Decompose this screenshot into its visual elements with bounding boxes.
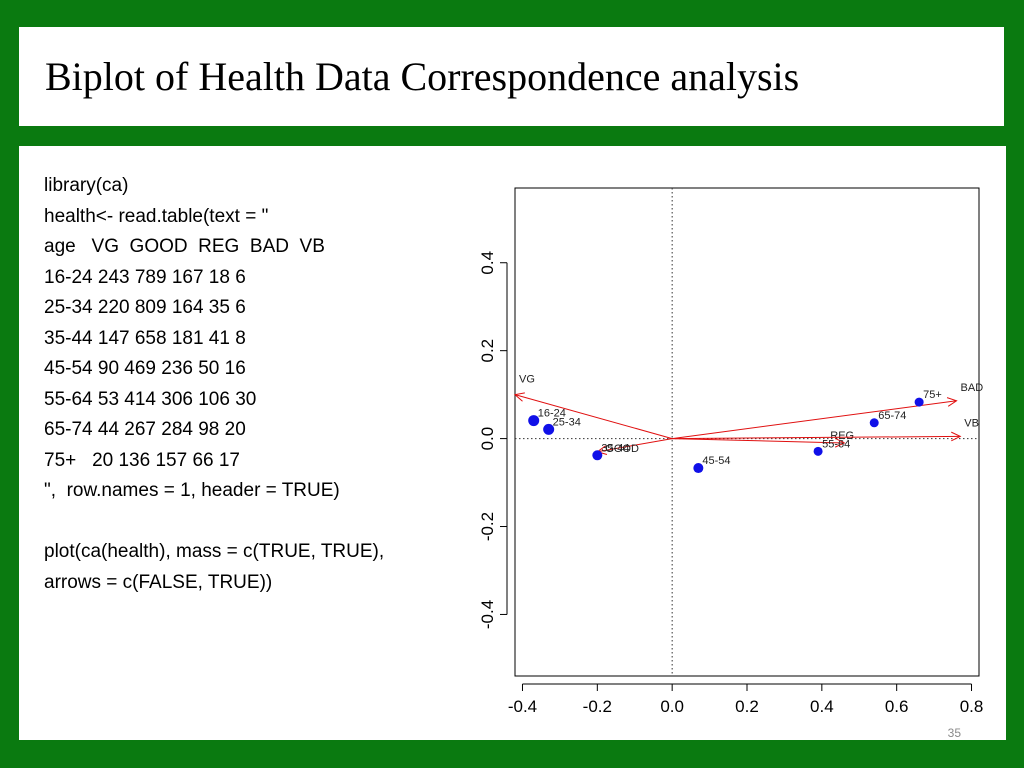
row-point	[592, 450, 603, 461]
slide-title: Biplot of Health Data Correspondence ana…	[45, 54, 800, 99]
code-line: 35-44 147 658 181 41 8	[44, 327, 246, 349]
row-point	[528, 415, 540, 427]
code-line: health<- read.table(text = "	[44, 205, 269, 227]
column-label: VG	[519, 374, 535, 386]
x-tick-label: 0.0	[660, 697, 684, 716]
row-point	[543, 423, 555, 435]
code-line: plot(ca(health), mass = c(TRUE, TRUE),	[44, 541, 385, 562]
column-label: BAD	[961, 382, 984, 394]
row-label: 55-64	[822, 438, 850, 450]
code-line: 65-74 44 267 284 98 20	[44, 419, 246, 440]
code-line	[44, 507, 384, 538]
row-label: 35-44	[601, 442, 629, 454]
code-line: 75+ 20 136 157 66 17	[44, 449, 240, 471]
x-tick-label: 0.4	[810, 697, 834, 716]
x-tick-label: -0.2	[583, 697, 612, 716]
y-tick-label: -0.4	[478, 600, 497, 629]
slide-number: 35	[947, 726, 961, 740]
column-arrow-head	[513, 392, 525, 402]
column-arrow-head	[951, 431, 962, 442]
column-arrow	[672, 400, 957, 440]
row-label: 65-74	[878, 410, 906, 422]
column-label: VB	[964, 417, 979, 429]
row-point	[869, 418, 879, 428]
x-tick-label: 0.8	[960, 697, 984, 716]
x-tick-label: -0.4	[508, 697, 537, 716]
row-point	[914, 397, 924, 407]
code-block: library(ca) health<- read.table(text = " a…	[44, 171, 384, 598]
row-label: 25-34	[553, 416, 581, 428]
y-tick-label: 0.2	[478, 339, 497, 363]
code-line: age VG GOOD REG BAD VB	[44, 236, 325, 257]
y-tick-label: 0.4	[478, 251, 497, 275]
column-arrow	[597, 438, 673, 453]
column-arrow-head	[946, 397, 958, 407]
y-tick-label: -0.2	[478, 512, 497, 541]
code-line: library(ca)	[44, 175, 129, 196]
x-tick-label: 0.2	[735, 697, 759, 716]
column-arrow-head	[834, 437, 846, 448]
column-label: GOOD	[605, 443, 639, 455]
content-panel: library(ca) health<- read.table(text = " a…	[19, 146, 1006, 740]
column-arrow	[672, 435, 961, 440]
column-arrow	[672, 438, 845, 444]
x-tick-label: 0.6	[885, 697, 909, 716]
code-line: 16-24 243 789 167 18 6	[44, 266, 246, 288]
column-arrow	[514, 394, 673, 440]
row-label: 16-24	[538, 408, 566, 420]
code-line: 45-54 90 469 236 50 16	[44, 358, 246, 379]
biplot-chart: -0.4 -0.2 0.0 0.2 0.4 0.6 0.8 -0.4 -0.2 0.0 0.2 0.…	[478, 187, 984, 716]
code-line: arrows = c(FALSE, TRUE))	[44, 571, 273, 593]
code-line: ", row.names = 1, header = TRUE)	[44, 480, 340, 501]
row-point	[813, 446, 823, 456]
code-line: 55-64 53 414 306 106 30	[44, 388, 257, 410]
plot-frame	[514, 187, 980, 677]
row-label: 45-54	[702, 455, 730, 467]
row-point	[693, 463, 704, 474]
title-panel: Biplot of Health Data Correspondence ana…	[19, 27, 1004, 126]
code-line: 25-34 220 809 164 35 6	[44, 297, 246, 318]
column-label: REG	[830, 430, 854, 442]
row-label: 75+	[923, 389, 942, 401]
y-tick-label: 0.0	[478, 427, 497, 451]
